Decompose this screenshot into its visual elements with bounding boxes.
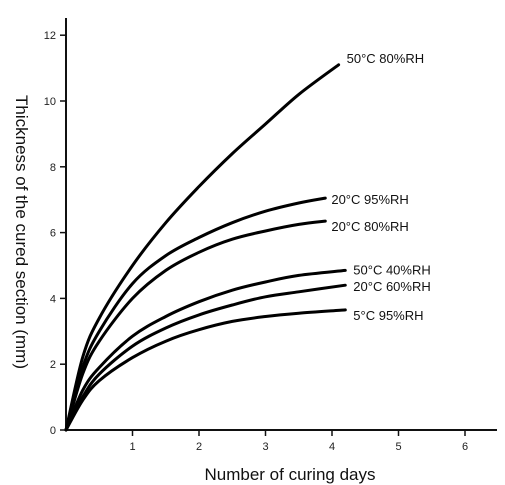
- x-tick-label: 3: [262, 441, 268, 453]
- series-label: 50°C 40%RH: [353, 262, 430, 277]
- y-tick-label: 6: [50, 228, 56, 240]
- y-tick-label: 8: [50, 162, 56, 174]
- series-line: [64, 283, 347, 432]
- y-tick-label: 10: [44, 96, 56, 108]
- x-tick-label: 1: [129, 441, 135, 453]
- axes: [65, 18, 497, 431]
- x-tick-label: 2: [196, 441, 202, 453]
- y-axis-title: Thickness of the cured section (mm): [12, 95, 31, 369]
- y-tick-label: 2: [50, 359, 56, 371]
- series-line: [64, 219, 327, 432]
- x-tick-label: 5: [395, 441, 401, 453]
- y-tick-label: 12: [44, 30, 56, 42]
- series-label: 5°C 95%RH: [353, 308, 423, 323]
- x-axis-title: Number of curing days: [204, 465, 375, 484]
- series-line: [64, 196, 327, 432]
- series-label: 20°C 95%RH: [331, 192, 408, 207]
- series-labels: 50°C 80%RH 20°C 95%RH 20°C 80%RH 50°C 40%RH…: [331, 51, 430, 323]
- y-tick-label: 4: [50, 293, 56, 305]
- series-label: 50°C 80%RH: [347, 51, 424, 66]
- series-line: [64, 308, 347, 432]
- series-line: [64, 63, 341, 432]
- series-line: [64, 268, 347, 432]
- y-tick-label: 0: [50, 425, 56, 437]
- series-label: 20°C 80%RH: [331, 219, 408, 234]
- series-label: 20°C 60%RH: [353, 279, 430, 294]
- x-tick-label: 6: [462, 441, 468, 453]
- x-tick-label: 4: [329, 441, 335, 453]
- series-group: [64, 63, 347, 432]
